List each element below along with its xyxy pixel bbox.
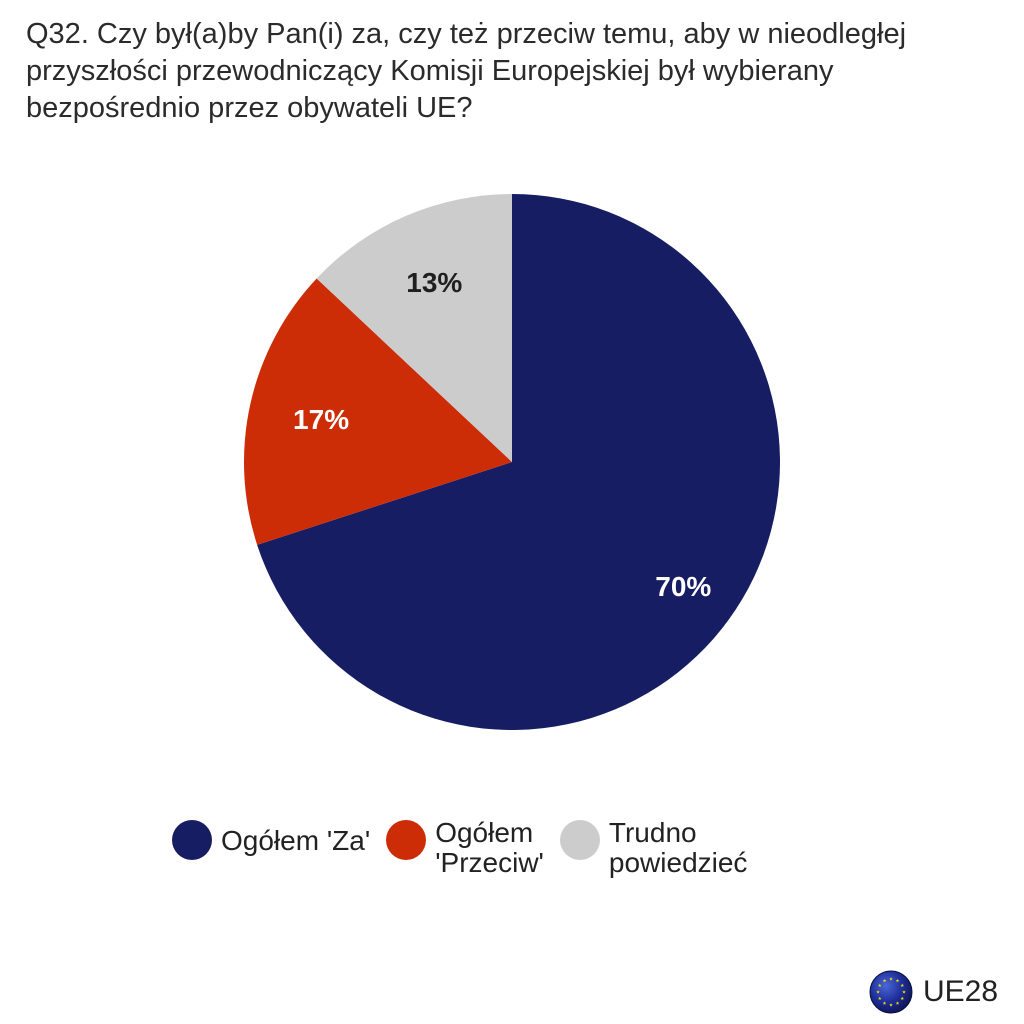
title-line-1: Q32. Czy był(a)by Pan(i) za, czy też prz…: [26, 18, 907, 50]
pie-slice-przeciw: [244, 278, 513, 545]
star-icon: [895, 978, 900, 983]
star-icon: [877, 983, 882, 988]
pie-label-trudno: 13%: [406, 267, 462, 298]
star-icon: [877, 996, 882, 1001]
title-line-3: bezpośrednio przez obywateli UE?: [26, 92, 473, 124]
footer-label: UE28: [922, 975, 998, 1008]
legend-marker-trudno: [559, 820, 600, 860]
footer: UE28: [869, 970, 998, 1014]
star-icon: [889, 977, 893, 981]
legend-label-trudno-line-1: Trudno: [608, 817, 697, 848]
legend-item-przeciw: Ogółem 'Przeciw': [386, 818, 544, 878]
star-icon: [900, 996, 905, 1001]
legend-marker-przeciw: [386, 820, 427, 860]
legend-label-za-line-1: Ogółem 'Za': [221, 825, 371, 856]
legend: Ogółem 'Za' Ogółem 'Przeciw' Trudno powi…: [172, 818, 763, 878]
title-line-2: przyszłości przewodniczący Komisji Europ…: [26, 55, 834, 87]
pie-label-za: 70%: [655, 571, 711, 602]
legend-label-za: Ogółem 'Za': [221, 826, 370, 856]
star-icon: [902, 990, 906, 994]
legend-item-za: Ogółem 'Za': [172, 818, 370, 860]
star-icon: [895, 1001, 900, 1005]
pie-label-przeciw: 17%: [293, 404, 349, 435]
legend-label-przeciw: Ogółem 'Przeciw': [435, 818, 544, 878]
legend-label-trudno-line-2: powiedzieć: [608, 847, 748, 878]
legend-label-przeciw-line-1: Ogółem: [435, 817, 534, 848]
pie-slice-za: [257, 194, 781, 730]
pie-labels: 70% 17% 13%: [293, 267, 711, 602]
legend-label-trudno: Trudno powiedzieć: [609, 818, 748, 878]
pie-slice-trudno: [316, 194, 512, 462]
star-icon: [876, 990, 880, 994]
legend-marker-za: [172, 820, 212, 860]
legend-label-przeciw-line-2: 'Przeciw': [435, 847, 544, 878]
chart-title: Q32. Czy był(a)by Pan(i) za, czy też prz…: [26, 16, 986, 127]
star-icon: [889, 1003, 893, 1007]
star-icon: [882, 1001, 887, 1005]
star-icon: [900, 983, 905, 988]
star-icon: [882, 978, 887, 983]
legend-item-trudno: Trudno powiedzieć: [559, 818, 748, 878]
pie-slices: [244, 194, 781, 730]
eu-flag-icon: [869, 970, 913, 1014]
